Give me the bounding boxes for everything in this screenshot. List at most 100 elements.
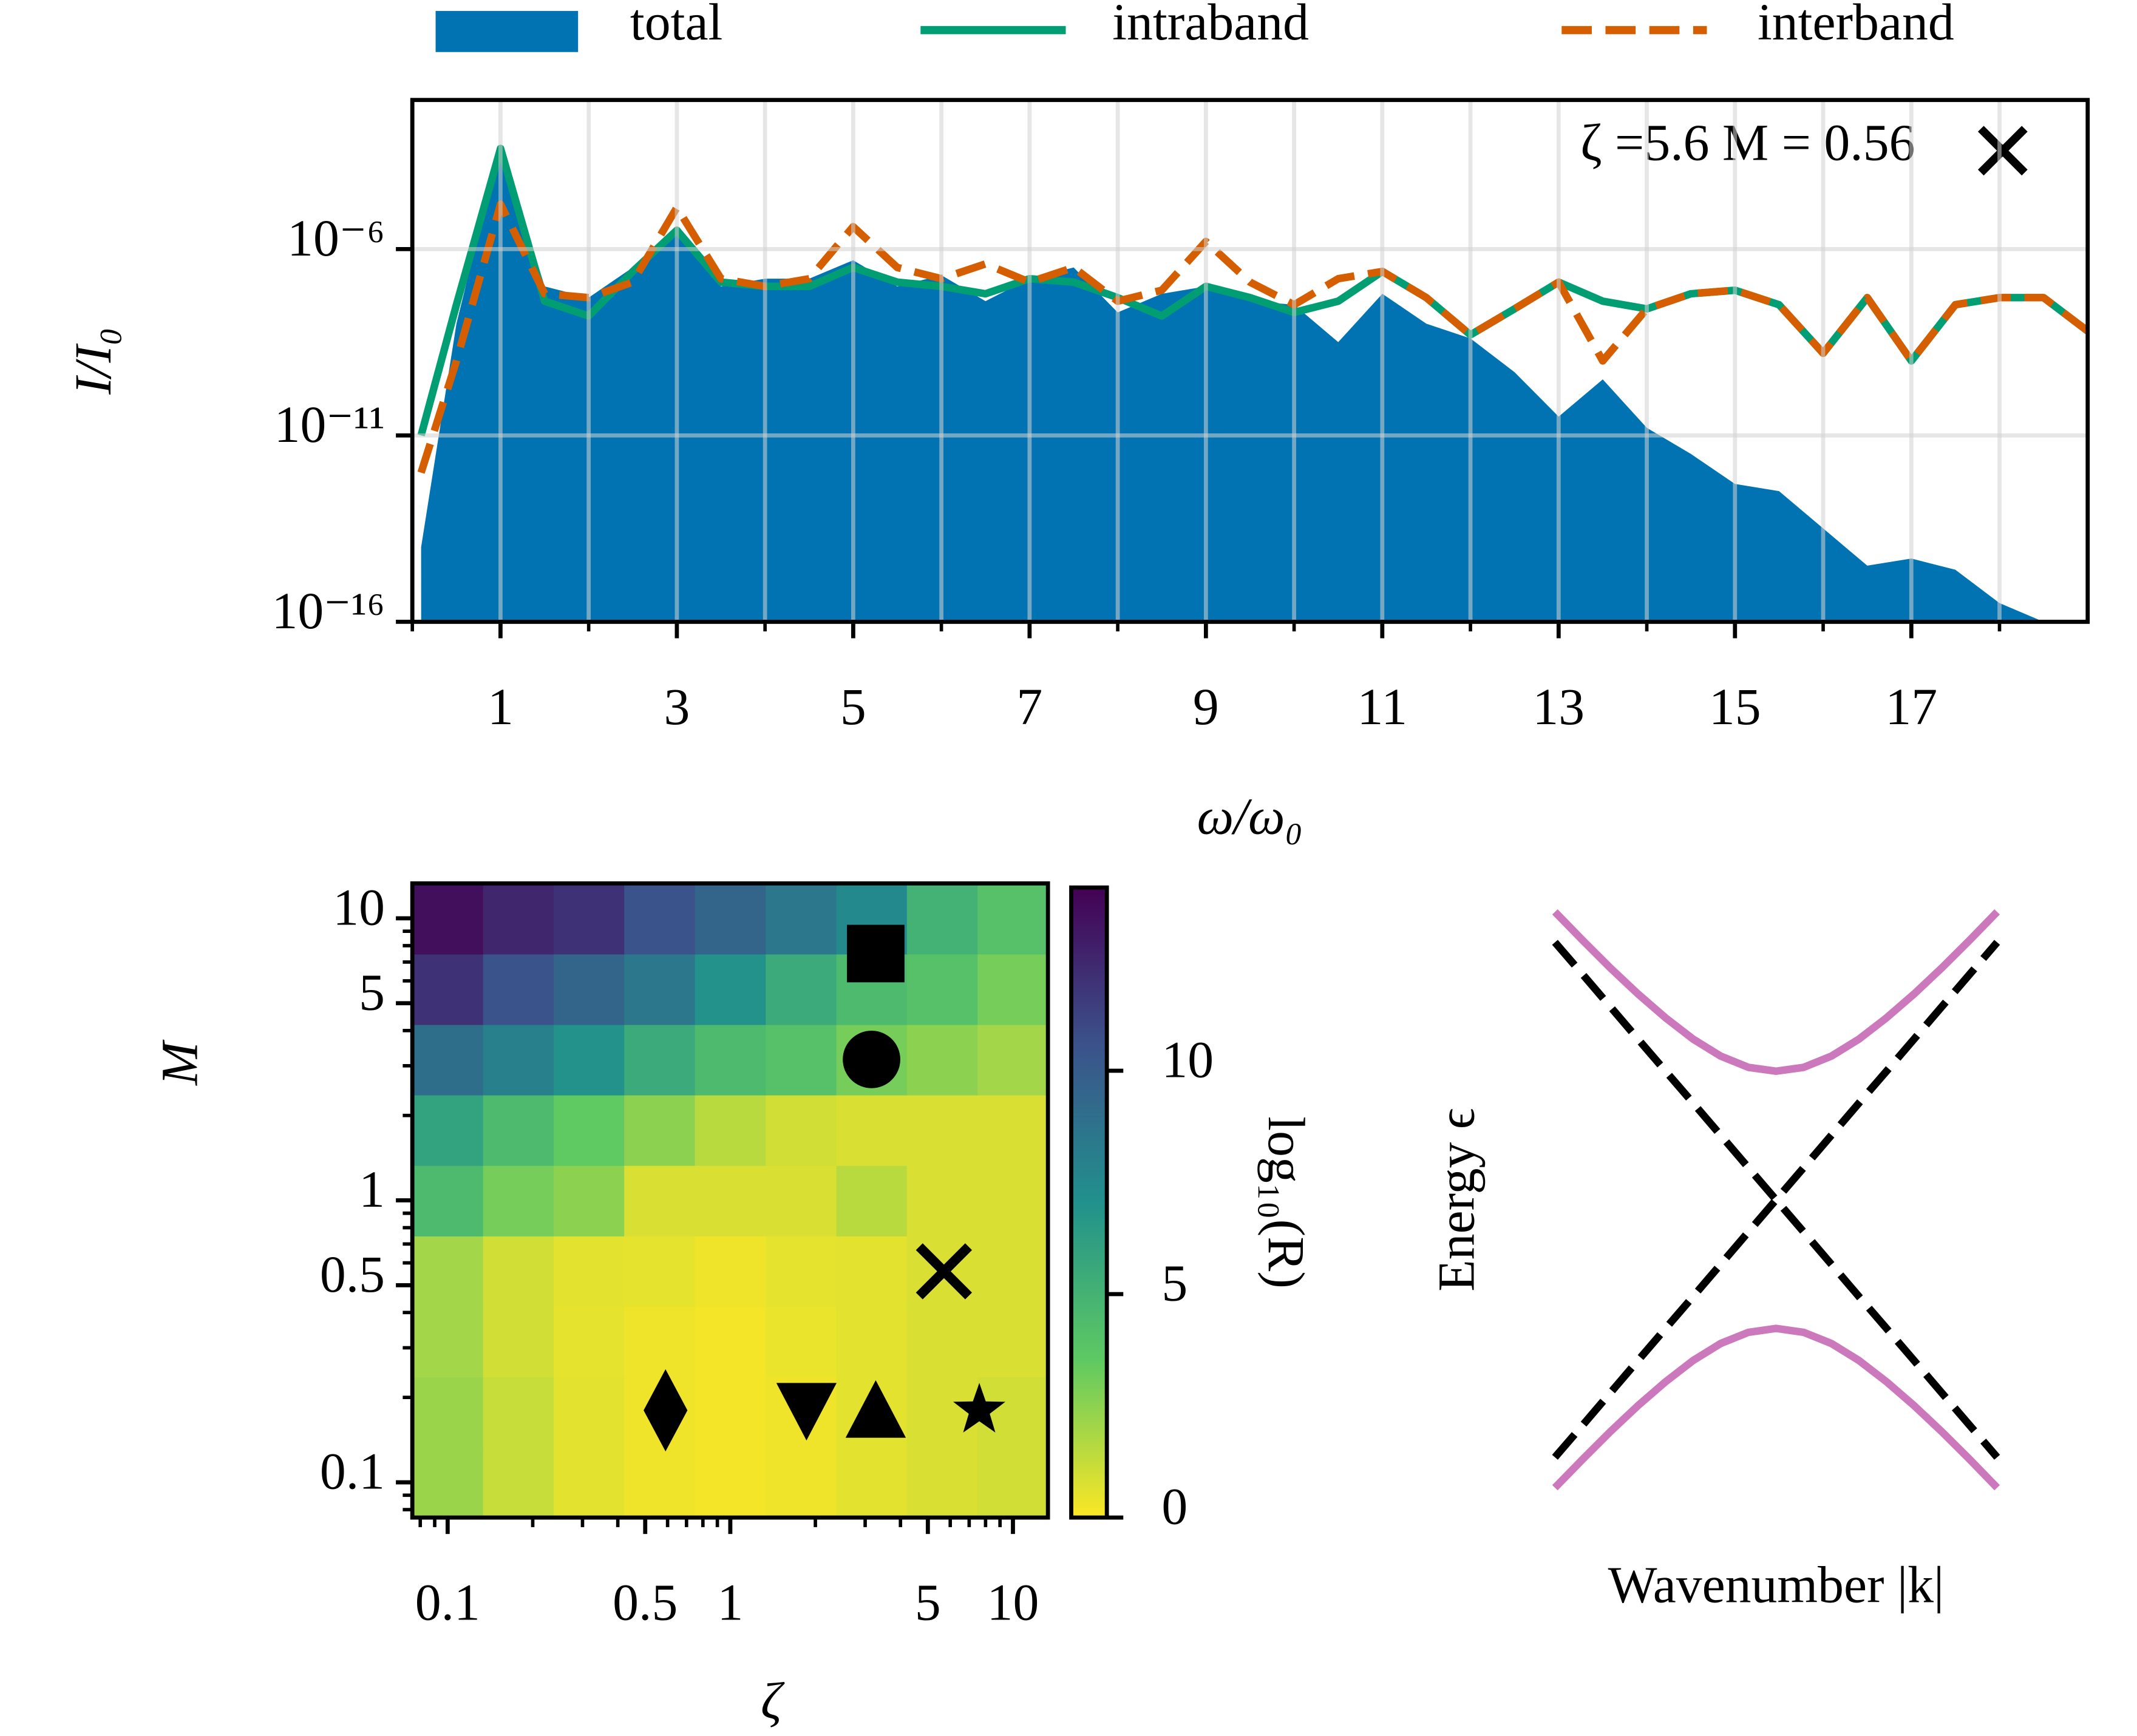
heat-cell <box>977 883 1049 955</box>
y-axis-label: Energy ϵ <box>1427 1108 1485 1292</box>
heat-cell <box>412 883 484 955</box>
heat-cell <box>553 1094 625 1166</box>
heat-cell <box>483 1094 555 1166</box>
marker <box>843 1030 900 1088</box>
colorbar-tick-label: 10 <box>1161 1031 1214 1089</box>
heat-cell <box>836 1446 908 1519</box>
x-tick-label: 0.5 <box>613 1574 678 1632</box>
annotation-marker <box>1977 126 2028 176</box>
x-tick-label: 15 <box>1709 678 1761 736</box>
heat-cell <box>695 954 767 1025</box>
heat-cell <box>977 1446 1049 1519</box>
heat-cell <box>695 1024 767 1096</box>
heat-cell <box>553 954 625 1025</box>
heat-cell <box>977 1306 1049 1378</box>
x-tick-label: 9 <box>1193 678 1219 736</box>
heat-cell <box>553 1306 625 1378</box>
y-tick-label: 10 <box>333 879 385 937</box>
heat-cell <box>695 1165 767 1236</box>
colorbar-tick-label: 5 <box>1161 1255 1187 1312</box>
y-tick-label: 10⁻⁶ <box>287 209 385 267</box>
heat-cell <box>553 1024 625 1096</box>
heat-cell <box>906 1376 979 1448</box>
heat-cell <box>483 1376 555 1448</box>
plot-frame <box>410 98 2090 624</box>
heat-cell <box>483 1235 555 1307</box>
x-tick-label: 11 <box>1357 678 1408 736</box>
heat-cell <box>624 1165 696 1236</box>
x-tick-label: 5 <box>840 678 866 736</box>
heat-cell <box>624 1235 696 1307</box>
heat-cell <box>553 1165 625 1236</box>
heat-cell <box>695 1094 767 1166</box>
heat-cell <box>906 954 979 1025</box>
heat-cell <box>766 1094 837 1166</box>
heat-cell <box>483 954 555 1025</box>
heat-cell <box>624 1446 696 1519</box>
plot-area <box>1552 909 2000 1491</box>
x-tick-label: 0.1 <box>415 1574 480 1632</box>
heat-cell <box>906 1306 979 1378</box>
heat-cell <box>483 883 555 955</box>
heat-cell <box>836 1235 908 1307</box>
area <box>421 144 2088 622</box>
x-tick-label: 3 <box>664 678 690 736</box>
marker <box>953 1383 1005 1433</box>
heat-cell <box>624 883 696 955</box>
heat-cell <box>906 883 979 955</box>
heat-cell <box>977 1094 1049 1166</box>
y-tick-label: 5 <box>359 963 385 1021</box>
heat-cell <box>977 1235 1049 1307</box>
heat-cell <box>412 1235 484 1307</box>
heat-cell <box>624 1024 696 1096</box>
heat-cell <box>766 1165 837 1236</box>
colorbar-tick-label: 0 <box>1161 1478 1187 1536</box>
colorbar-label: log₁₀(R) <box>1257 1116 1315 1289</box>
y-axis-label: I/I₀ <box>64 327 122 395</box>
x-tick-label: 1 <box>717 1574 743 1632</box>
marker <box>916 1243 973 1300</box>
heat-cell <box>836 1165 908 1236</box>
heat-cell <box>695 1446 767 1519</box>
heat-cell <box>553 1446 625 1519</box>
heat-cell <box>766 954 837 1025</box>
y-tick-label: 10⁻¹¹ <box>274 396 385 453</box>
legend-label: intraband <box>1112 0 1309 51</box>
heat-cell <box>553 1376 625 1448</box>
heat-cell <box>906 1024 979 1096</box>
heat-cell <box>906 1446 979 1519</box>
heat-cell <box>766 883 837 955</box>
line <box>1552 1324 2000 1491</box>
heat-cell <box>483 1446 555 1519</box>
y-tick-label: 10⁻¹⁶ <box>271 582 385 640</box>
heat-cell <box>412 1446 484 1519</box>
heat-cell <box>695 1235 767 1307</box>
heat-cell <box>624 1094 696 1166</box>
heat-cell <box>483 1306 555 1378</box>
heat-cell <box>977 954 1049 1025</box>
y-tick-label: 0.5 <box>320 1246 385 1303</box>
annotation: ζ =5.6 M = 0.56 <box>1580 114 1915 171</box>
heat-cell <box>977 1024 1049 1096</box>
legend-label: total <box>630 0 722 51</box>
heat-cell <box>695 1306 767 1378</box>
x-tick-label: 1 <box>488 678 514 736</box>
heat-cell <box>553 1235 625 1307</box>
heat-cell <box>483 1165 555 1236</box>
line <box>1552 940 2000 1460</box>
x-axis-label: Wavenumber |k| <box>1608 1556 1945 1613</box>
x-tick-label: 10 <box>987 1574 1039 1632</box>
heat-cell <box>412 1024 484 1096</box>
y-axis-label: M <box>151 1039 208 1086</box>
heat-cell <box>906 1094 979 1166</box>
heat-cell <box>412 1306 484 1378</box>
line <box>417 200 2088 474</box>
plot-area <box>417 144 2088 622</box>
heat-cell <box>412 1376 484 1448</box>
legend-label: interband <box>1758 0 1954 51</box>
heat-cell <box>624 1306 696 1378</box>
heat-cell <box>412 954 484 1025</box>
x-tick-label: 13 <box>1532 678 1585 736</box>
legend-swatch <box>435 11 579 52</box>
